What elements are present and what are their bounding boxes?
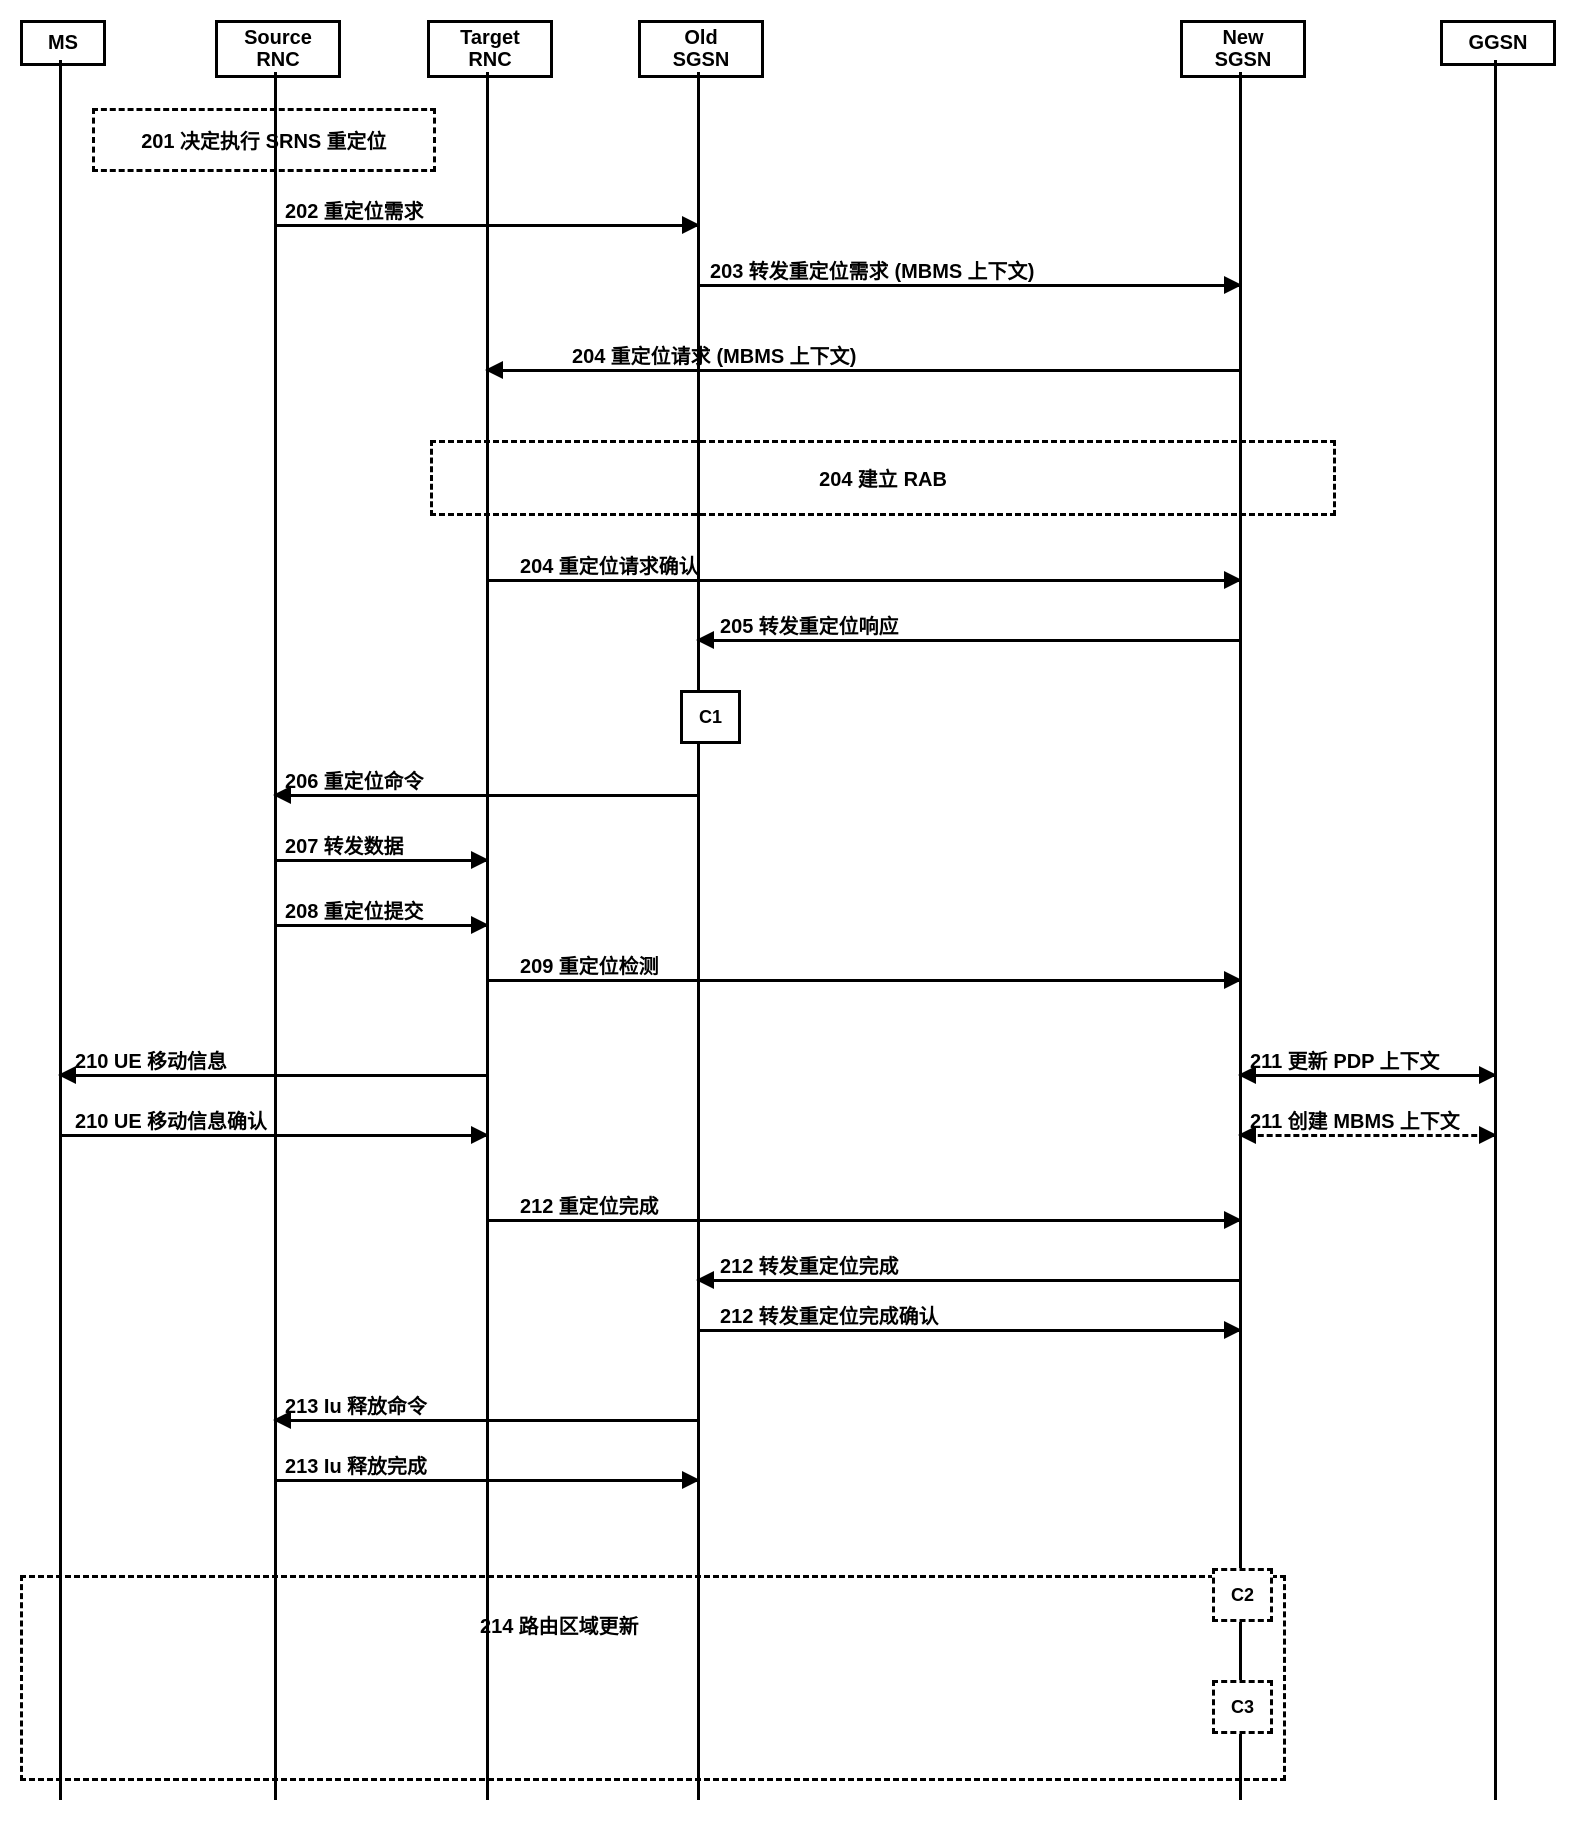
actor-ggsn: GGSN xyxy=(1440,20,1556,66)
actor-nsgsn: NewSGSN xyxy=(1180,20,1306,78)
sequence-diagram: MS SourceRNC TargetRNC OldSGSN NewSGSN GGSN 20… xyxy=(20,20,1564,1803)
msg-m206: 206 重定位命令 xyxy=(285,765,424,794)
cond-box-c2: C2 xyxy=(1212,1568,1273,1622)
rab-box: 204 建立 RAB xyxy=(430,440,1336,516)
lifeline-osgsn xyxy=(697,72,700,1800)
route-update-box xyxy=(20,1575,1286,1781)
msg-m203: 203 转发重定位需求 (MBMS 上下文) xyxy=(710,255,1034,284)
actor-srnc: SourceRNC xyxy=(215,20,341,78)
msg-m212a: 212 重定位完成 xyxy=(520,1190,659,1219)
decision-box-201: 201 决定执行 SRNS 重定位 xyxy=(92,108,436,172)
msg-m212c: 212 转发重定位完成确认 xyxy=(720,1300,939,1329)
lifeline-ggsn xyxy=(1494,60,1497,1800)
cond-box-c1: C1 xyxy=(680,690,741,744)
msg-m208: 208 重定位提交 xyxy=(285,895,424,924)
msg-m205: 205 转发重定位响应 xyxy=(720,610,899,639)
msg-m213b: 213 Iu 释放完成 xyxy=(285,1450,427,1479)
msg-m202: 202 重定位需求 xyxy=(285,195,424,224)
msg-m207: 207 转发数据 xyxy=(285,830,404,859)
lifeline-srnc xyxy=(274,72,277,1800)
msg-m210a: 210 UE 移动信息 xyxy=(75,1045,227,1074)
msg-m209: 209 重定位检测 xyxy=(520,950,659,979)
actor-trnc: TargetRNC xyxy=(427,20,553,78)
msg-m213a: 213 Iu 释放命令 xyxy=(285,1390,427,1419)
msg-m204c: 204 重定位请求确认 xyxy=(520,550,699,579)
msg-m210b: 210 UE 移动信息确认 xyxy=(75,1105,267,1134)
actor-ms: MS xyxy=(20,20,106,66)
actor-osgsn: OldSGSN xyxy=(638,20,764,78)
route-update-label: 214 路由区域更新 xyxy=(480,1610,639,1639)
lifeline-trnc xyxy=(486,72,489,1800)
msg-m211a: 211 更新 PDP 上下文 xyxy=(1250,1045,1440,1074)
cond-box-c3: C3 xyxy=(1212,1680,1273,1734)
lifeline-ms xyxy=(59,60,62,1800)
lifeline-nsgsn xyxy=(1239,72,1242,1800)
msg-m204a: 204 重定位请求 (MBMS 上下文) xyxy=(572,340,856,369)
msg-m212b: 212 转发重定位完成 xyxy=(720,1250,899,1279)
msg-m211b: 211 创建 MBMS 上下文 xyxy=(1250,1105,1460,1134)
